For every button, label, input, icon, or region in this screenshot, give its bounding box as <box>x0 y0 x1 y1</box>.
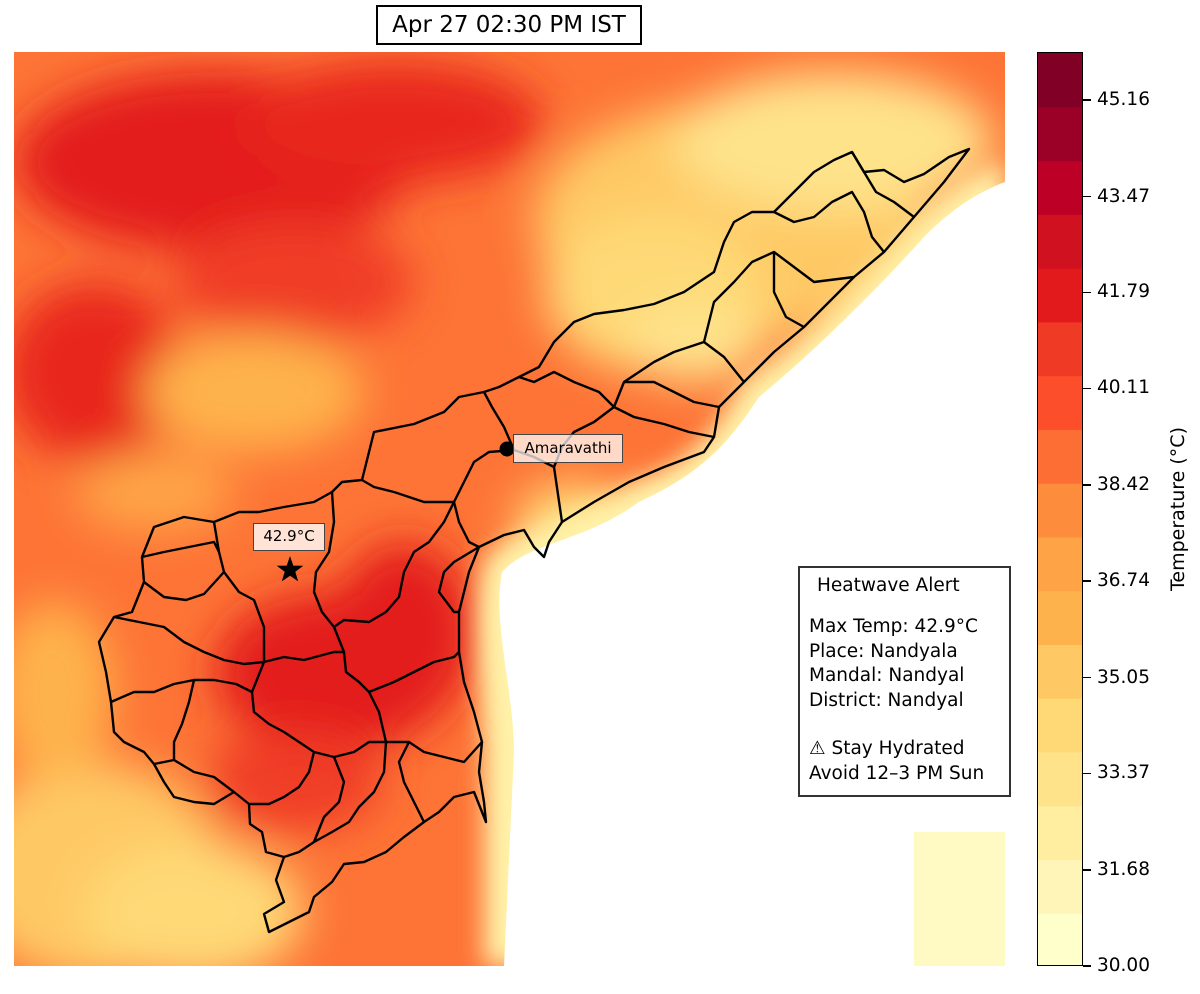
colorbar-band <box>1038 805 1082 861</box>
city-label-amaravathi: Amaravathi <box>513 434 623 463</box>
colorbar-band <box>1038 106 1082 162</box>
colorbar-tick <box>1083 291 1091 294</box>
temperature-map <box>14 52 1005 966</box>
max-temp-label: 42.9°C <box>253 523 325 551</box>
colorbar-band <box>1038 536 1082 592</box>
alert-mandal: Mandal: Nandyal <box>809 665 965 686</box>
alert-district: District: Nandyal <box>809 689 964 711</box>
colorbar-band <box>1038 751 1082 807</box>
colorbar-tick-label: 33.37 <box>1097 762 1150 784</box>
city-marker-icon <box>499 441 515 457</box>
alert-title: Heatwave Alert <box>817 575 960 596</box>
district-boundaries <box>97 147 971 934</box>
colorbar-band <box>1038 375 1082 430</box>
colorbar-band <box>1038 160 1082 215</box>
star-icon <box>276 556 304 582</box>
colorbar-tick-label: 38.42 <box>1097 474 1150 495</box>
colorbar-tick <box>1083 676 1091 679</box>
colorbar-tick <box>1083 387 1091 390</box>
colorbar-tick-label: 36.74 <box>1097 569 1150 591</box>
colorbar-tick <box>1083 869 1091 871</box>
colorbar-tick-label: 30.00 <box>1097 955 1150 976</box>
colorbar-band <box>1038 53 1082 108</box>
colorbar-band <box>1038 913 1082 965</box>
colorbar-band <box>1038 321 1082 377</box>
colorbar-tick <box>1083 580 1091 582</box>
colorbar-tick <box>1083 772 1091 775</box>
heatwave-alert-box: Heatwave Alert Max Temp: 42.9°C Place: N… <box>798 566 1011 797</box>
alert-place: Place: Nandyala <box>809 640 958 662</box>
colorbar-band <box>1038 268 1082 323</box>
alert-max-temp: Max Temp: 42.9°C <box>809 616 978 637</box>
colorbar-band <box>1038 483 1082 538</box>
colorbar-tick <box>1083 195 1091 198</box>
map-title: Apr 27 02:30 PM IST <box>376 5 642 45</box>
colorbar-tick-label: 45.16 <box>1097 88 1150 110</box>
colorbar-band <box>1038 429 1082 484</box>
colorbar-label: Temperature (°C) <box>1167 427 1189 591</box>
alert-advice-sun: Avoid 12–3 PM Sun <box>809 762 985 784</box>
colorbar-tick-label: 41.79 <box>1097 281 1150 303</box>
colorbar-tick-label: 35.05 <box>1097 666 1150 688</box>
colorbar-band <box>1038 859 1082 914</box>
colorbar-band <box>1038 644 1082 699</box>
colorbar-band <box>1038 590 1082 646</box>
colorbar-band <box>1038 214 1082 269</box>
colorbar-tick-label: 43.47 <box>1097 185 1150 207</box>
alert-advice-hydrate: ⚠ Stay Hydrated <box>809 738 965 759</box>
colorbar-tick-label: 31.68 <box>1097 859 1150 881</box>
temperature-field <box>14 62 994 966</box>
colorbar-tick <box>1083 965 1091 967</box>
colorbar-tick-label: 40.11 <box>1097 377 1150 399</box>
colorbar-band <box>1038 698 1082 753</box>
colorbar-tick <box>1083 99 1091 101</box>
temperature-colorbar <box>1037 52 1083 966</box>
colorbar-tick <box>1083 484 1091 486</box>
